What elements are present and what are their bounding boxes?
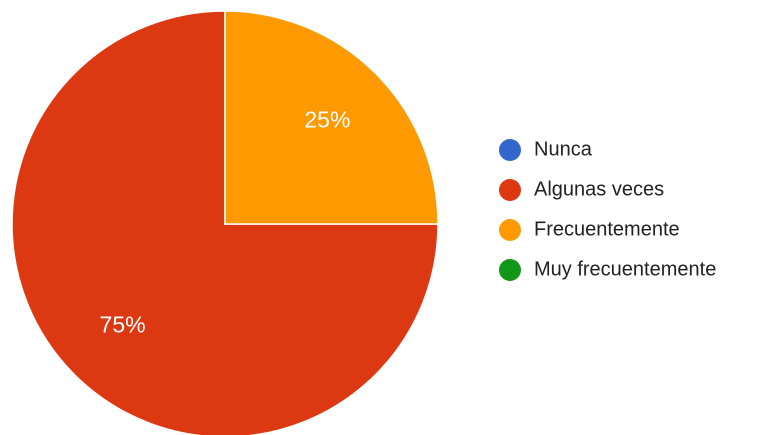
legend-marker <box>499 259 521 281</box>
slice-label: 75% <box>100 311 146 337</box>
legend-label: Nunca <box>534 138 593 160</box>
legend-marker <box>499 219 521 241</box>
legend-marker <box>499 179 521 201</box>
pie-slice <box>224 10 439 225</box>
legend-label: Algunas veces <box>534 178 664 200</box>
legend-label: Muy frecuentemente <box>534 258 716 280</box>
legend-marker <box>499 139 521 161</box>
slice-label: 25% <box>304 107 350 133</box>
legend-label: Frecuentemente <box>534 218 680 240</box>
pie-slice <box>11 10 439 435</box>
